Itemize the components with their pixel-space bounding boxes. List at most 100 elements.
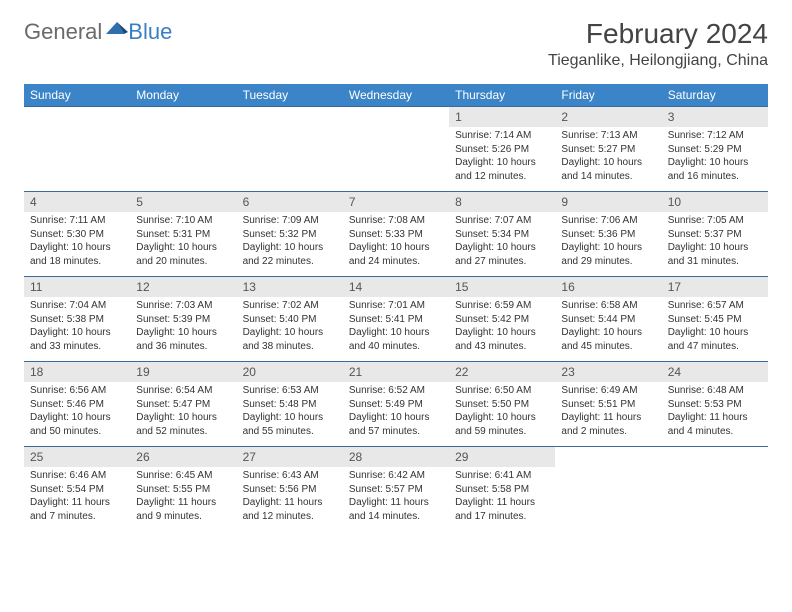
day-number-cell: 8 [449,192,555,213]
daylight-line: Daylight: 10 hours and 47 minutes. [668,326,762,353]
sunset-line: Sunset: 5:31 PM [136,228,230,242]
sunset-line: Sunset: 5:53 PM [668,398,762,412]
day-detail-cell: Sunrise: 7:02 AMSunset: 5:40 PMDaylight:… [237,297,343,362]
sunset-line: Sunset: 5:38 PM [30,313,124,327]
day-detail-cell: Sunrise: 6:45 AMSunset: 5:55 PMDaylight:… [130,467,236,531]
sunrise-line: Sunrise: 6:46 AM [30,469,124,483]
day-number-cell [130,107,236,128]
sunset-line: Sunset: 5:36 PM [561,228,655,242]
day-number-cell: 27 [237,447,343,468]
calendar: SundayMondayTuesdayWednesdayThursdayFrid… [24,84,768,531]
sunrise-line: Sunrise: 7:06 AM [561,214,655,228]
daynum-row: 123 [24,107,768,128]
day-detail-cell: Sunrise: 7:01 AMSunset: 5:41 PMDaylight:… [343,297,449,362]
daylight-line: Daylight: 10 hours and 29 minutes. [561,241,655,268]
day-detail-cell: Sunrise: 7:03 AMSunset: 5:39 PMDaylight:… [130,297,236,362]
sunrise-line: Sunrise: 6:52 AM [349,384,443,398]
daylight-line: Daylight: 10 hours and 33 minutes. [30,326,124,353]
day-detail-cell [130,127,236,192]
day-detail-cell: Sunrise: 7:04 AMSunset: 5:38 PMDaylight:… [24,297,130,362]
day-number-cell: 6 [237,192,343,213]
day-number-cell: 9 [555,192,661,213]
day-detail-cell: Sunrise: 6:46 AMSunset: 5:54 PMDaylight:… [24,467,130,531]
sunset-line: Sunset: 5:40 PM [243,313,337,327]
sunrise-line: Sunrise: 7:14 AM [455,129,549,143]
sunset-line: Sunset: 5:47 PM [136,398,230,412]
day-detail-cell: Sunrise: 7:10 AMSunset: 5:31 PMDaylight:… [130,212,236,277]
day-detail-cell [24,127,130,192]
sunset-line: Sunset: 5:29 PM [668,143,762,157]
daylight-line: Daylight: 10 hours and 12 minutes. [455,156,549,183]
sunset-line: Sunset: 5:56 PM [243,483,337,497]
day-detail-cell: Sunrise: 7:11 AMSunset: 5:30 PMDaylight:… [24,212,130,277]
day-number-cell: 24 [662,362,768,383]
sunrise-line: Sunrise: 7:08 AM [349,214,443,228]
day-number-cell: 3 [662,107,768,128]
day-detail-cell: Sunrise: 6:53 AMSunset: 5:48 PMDaylight:… [237,382,343,447]
day-detail-cell [343,127,449,192]
weekday-header: Tuesday [237,84,343,107]
daylight-line: Daylight: 10 hours and 50 minutes. [30,411,124,438]
day-detail-cell: Sunrise: 7:12 AMSunset: 5:29 PMDaylight:… [662,127,768,192]
sunrise-line: Sunrise: 7:12 AM [668,129,762,143]
sunset-line: Sunset: 5:51 PM [561,398,655,412]
logo-text-general: General [24,19,102,45]
sunrise-line: Sunrise: 6:58 AM [561,299,655,313]
weekday-header: Wednesday [343,84,449,107]
daylight-line: Daylight: 10 hours and 36 minutes. [136,326,230,353]
day-detail-cell: Sunrise: 6:48 AMSunset: 5:53 PMDaylight:… [662,382,768,447]
sunrise-line: Sunrise: 7:07 AM [455,214,549,228]
daylight-line: Daylight: 10 hours and 18 minutes. [30,241,124,268]
day-number-cell: 12 [130,277,236,298]
sunrise-line: Sunrise: 6:56 AM [30,384,124,398]
sunrise-line: Sunrise: 6:43 AM [243,469,337,483]
daynum-row: 18192021222324 [24,362,768,383]
day-number-cell [555,447,661,468]
day-detail-cell [237,127,343,192]
sunset-line: Sunset: 5:39 PM [136,313,230,327]
sunset-line: Sunset: 5:57 PM [349,483,443,497]
sunrise-line: Sunrise: 6:57 AM [668,299,762,313]
daylight-line: Daylight: 11 hours and 12 minutes. [243,496,337,523]
day-detail-cell: Sunrise: 7:09 AMSunset: 5:32 PMDaylight:… [237,212,343,277]
day-number-cell: 23 [555,362,661,383]
daylight-line: Daylight: 10 hours and 45 minutes. [561,326,655,353]
day-detail-cell: Sunrise: 7:14 AMSunset: 5:26 PMDaylight:… [449,127,555,192]
month-title: February 2024 [548,18,768,50]
day-number-cell [343,107,449,128]
day-detail-cell: Sunrise: 6:52 AMSunset: 5:49 PMDaylight:… [343,382,449,447]
daynum-row: 45678910 [24,192,768,213]
sunrise-line: Sunrise: 7:13 AM [561,129,655,143]
day-detail-cell: Sunrise: 6:41 AMSunset: 5:58 PMDaylight:… [449,467,555,531]
day-number-cell: 4 [24,192,130,213]
sunset-line: Sunset: 5:46 PM [30,398,124,412]
detail-row: Sunrise: 6:46 AMSunset: 5:54 PMDaylight:… [24,467,768,531]
sunrise-line: Sunrise: 7:01 AM [349,299,443,313]
day-number-cell: 5 [130,192,236,213]
day-number-cell: 29 [449,447,555,468]
sunrise-line: Sunrise: 7:11 AM [30,214,124,228]
day-number-cell: 26 [130,447,236,468]
day-number-cell: 15 [449,277,555,298]
daylight-line: Daylight: 10 hours and 40 minutes. [349,326,443,353]
day-number-cell: 14 [343,277,449,298]
day-number-cell: 1 [449,107,555,128]
sunrise-line: Sunrise: 6:53 AM [243,384,337,398]
day-number-cell [237,107,343,128]
day-detail-cell: Sunrise: 6:54 AMSunset: 5:47 PMDaylight:… [130,382,236,447]
daylight-line: Daylight: 11 hours and 7 minutes. [30,496,124,523]
daylight-line: Daylight: 10 hours and 31 minutes. [668,241,762,268]
day-detail-cell: Sunrise: 6:58 AMSunset: 5:44 PMDaylight:… [555,297,661,362]
day-number-cell: 2 [555,107,661,128]
daylight-line: Daylight: 11 hours and 4 minutes. [668,411,762,438]
sunrise-line: Sunrise: 7:02 AM [243,299,337,313]
sunrise-line: Sunrise: 6:45 AM [136,469,230,483]
day-detail-cell: Sunrise: 6:59 AMSunset: 5:42 PMDaylight:… [449,297,555,362]
sunset-line: Sunset: 5:30 PM [30,228,124,242]
daylight-line: Daylight: 10 hours and 52 minutes. [136,411,230,438]
sunset-line: Sunset: 5:50 PM [455,398,549,412]
title-block: February 2024 Tieganlike, Heilongjiang, … [548,18,768,70]
sunrise-line: Sunrise: 7:09 AM [243,214,337,228]
day-number-cell: 7 [343,192,449,213]
daylight-line: Daylight: 11 hours and 17 minutes. [455,496,549,523]
